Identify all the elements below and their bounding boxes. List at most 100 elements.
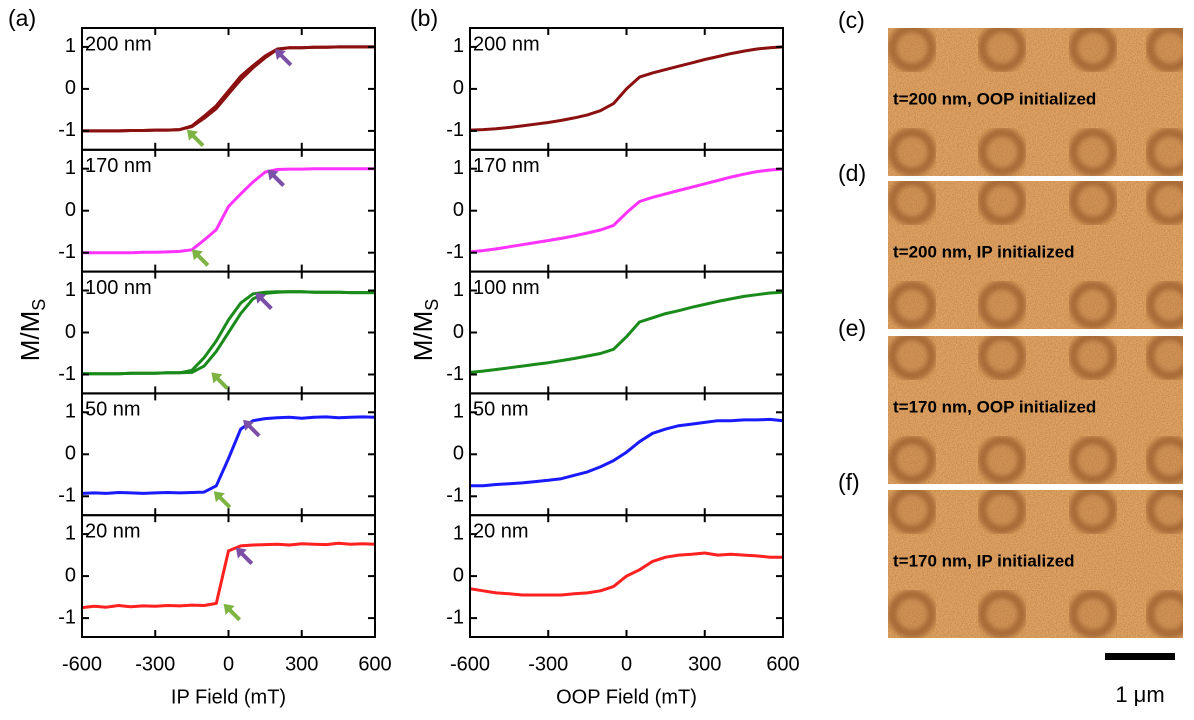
arrow [271,173,285,187]
curve [82,167,375,255]
curve [469,290,784,374]
curve [81,541,376,610]
plot-label: 50 nm [473,399,529,421]
arrow-head [186,129,198,141]
panel-label: (f) [838,469,860,495]
scale-bar-label: 1 μm [1115,682,1164,707]
y-axis-title-sub: S [422,299,442,311]
image-grain [888,28,1183,176]
arrow [258,296,273,311]
y-tick-label: 1 [65,522,76,544]
y-axis-title-main: M/M [408,311,438,362]
x-tick-label: 300 [688,653,721,675]
y-tick-label: -1 [446,241,464,263]
plot-label: 200 nm [473,33,540,55]
y-tick-label: 1 [453,279,464,301]
plot-label: 50 nm [85,399,141,421]
y-tick-label: 0 [453,564,464,586]
x-tick-label: -600 [450,653,490,675]
image-grain [888,336,1183,484]
y-tick-label: -1 [58,363,76,385]
image-panel: t=200 nm, IP initialized [888,181,1183,329]
panel-label: (a) [8,5,36,31]
curve [469,45,784,132]
y-tick-label: -1 [446,485,464,507]
y-tick-label: -1 [58,241,76,263]
arrow [246,423,261,438]
arrow-head [243,419,255,431]
image-panel: t=200 nm, OOP initialized [888,28,1183,176]
x-tick-label: 600 [358,653,391,675]
arrow-head [213,491,225,503]
curve [82,45,375,133]
image-panel: t=170 nm, OOP initialized [888,336,1183,484]
y-tick-label: 1 [65,35,76,57]
arrow-head [211,372,223,384]
curve [469,167,784,254]
y-axis-title-sub: S [29,299,49,311]
x-tick-label: 0 [621,653,632,675]
arrow-head [267,169,279,181]
y-tick-label: 0 [453,199,464,221]
y-tick-label: 0 [453,443,464,465]
panel-label: (b) [410,5,438,31]
curve [470,417,784,488]
image-content [888,181,1183,329]
x-tick-label: -300 [135,653,175,675]
y-tick-label: 0 [65,321,76,343]
curve [81,415,376,495]
x-tick-label: -300 [528,653,568,675]
arrow [217,494,232,509]
image-label: t=170 nm, IP initialized [893,551,1075,570]
arrow-head [274,49,286,60]
y-tick-label: 1 [65,279,76,301]
panel-label: (d) [838,160,866,186]
plot-label: 100 nm [473,277,540,299]
y-tick-label: 1 [65,401,76,423]
x-tick-label: -600 [62,653,102,675]
y-tick-label: -1 [58,485,76,507]
y-tick-label: -1 [446,363,464,385]
arrow [195,252,210,267]
y-tick-label: 0 [453,321,464,343]
image-label: t=200 nm, OOP initialized [893,89,1096,108]
image-label: t=170 nm, OOP initialized [893,397,1096,416]
y-tick-label: 1 [453,522,464,544]
arrow [190,133,205,148]
plot-label: 20 nm [85,520,141,542]
y-tick-label: 0 [65,199,76,221]
image-content [888,490,1183,638]
arrow-head [191,249,203,261]
x-axis-title: OOP Field (mT) [556,686,697,708]
plot-label: 20 nm [473,520,529,542]
y-tick-label: -1 [58,606,76,628]
y-tick-label: 1 [453,35,464,57]
x-tick-label: 600 [766,653,799,675]
y-tick-label: -1 [446,119,464,141]
y-axis-title: M/MS [15,299,49,362]
image-content [888,28,1183,176]
plot-label: 200 nm [85,33,152,55]
curve [82,45,375,133]
plot-label: 170 nm [473,155,540,177]
x-axis-title: IP Field (mT) [171,686,286,708]
arrow [227,607,242,622]
panel-label: (e) [838,315,866,341]
arrow-head [223,603,235,615]
image-label: t=200 nm, IP initialized [893,242,1075,261]
plot-label: 170 nm [85,155,152,177]
image-grain [888,181,1183,329]
curve [82,290,375,376]
arrow-head [255,292,267,304]
y-tick-label: 0 [65,77,76,99]
arrow-head [235,547,247,559]
image-grain [888,490,1183,638]
y-tick-label: 0 [453,77,464,99]
y-tick-label: 1 [65,157,76,179]
y-tick-label: -1 [58,119,76,141]
y-tick-label: 0 [65,564,76,586]
y-tick-label: 1 [453,157,464,179]
x-tick-label: 0 [223,653,234,675]
